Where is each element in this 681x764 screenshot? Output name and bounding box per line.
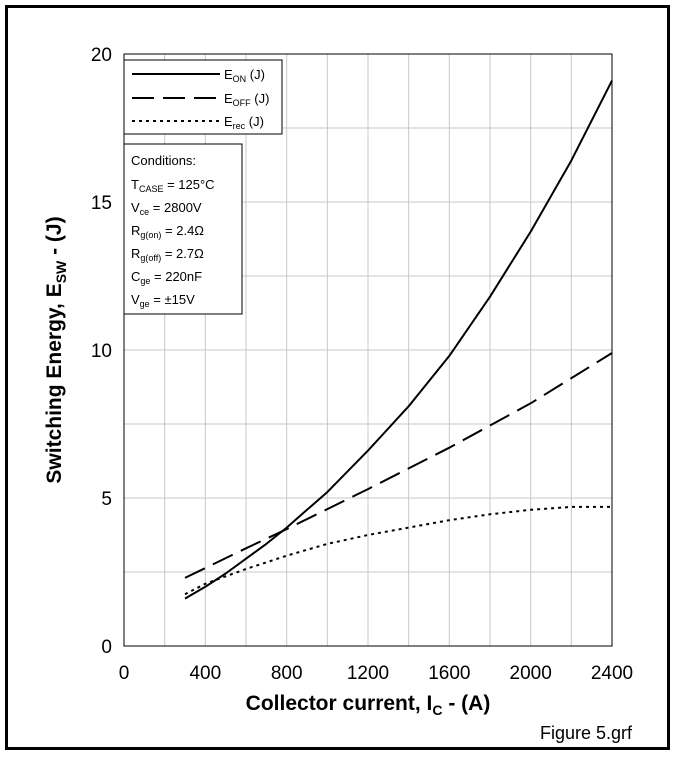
x-tick-label: 800 xyxy=(271,663,303,684)
x-tick-label: 2000 xyxy=(510,663,552,684)
condition-rgon: Rg(on) = 2.4Ω xyxy=(131,223,204,240)
x-axis-label: Collector current, IC - (A) xyxy=(246,692,491,718)
y-tick-label: 10 xyxy=(91,341,112,362)
series-line-eoff xyxy=(184,352,613,579)
series-line-eon xyxy=(184,80,613,600)
figure-caption: Figure 5.grf xyxy=(540,723,633,743)
legend-label-eoff: EOFF (J) xyxy=(224,91,269,108)
grid xyxy=(123,53,613,647)
condition-tcase: TCASE = 125°C xyxy=(131,177,215,194)
condition-cge: Cge = 220nF xyxy=(131,269,202,286)
y-tick-labels: 0 5 10 15 20 xyxy=(91,45,112,658)
condition-vge: Vge = ±15V xyxy=(131,292,195,309)
conditions-title: Conditions: xyxy=(131,153,196,168)
x-tick-labels: 0 400 800 1200 1600 2000 2400 xyxy=(119,663,633,684)
y-axis-label: Switching Energy, ESW - (J) xyxy=(43,216,69,483)
legend: EON (J) EOFF (J) Erec (J) xyxy=(123,59,283,135)
x-tick-label: 0 xyxy=(119,663,130,684)
y-tick-label: 5 xyxy=(101,489,112,510)
conditions-box: Conditions: TCASE = 125°C Vce = 2800V Rg… xyxy=(123,143,243,315)
series-layer xyxy=(184,80,613,600)
condition-vce: Vce = 2800V xyxy=(131,200,202,217)
x-tick-label: 1600 xyxy=(428,663,470,684)
y-tick-label: 20 xyxy=(91,45,112,66)
condition-rgoff: Rg(off) = 2.7Ω xyxy=(131,246,204,263)
conditions-frame xyxy=(123,143,243,315)
x-tick-label: 2400 xyxy=(591,663,633,684)
y-tick-label: 0 xyxy=(101,637,112,658)
legend-label-erec: Erec (J) xyxy=(224,114,264,131)
x-tick-label: 400 xyxy=(189,663,221,684)
figure-frame xyxy=(5,5,670,750)
legend-label-eon: EON (J) xyxy=(224,67,265,84)
y-tick-label: 15 xyxy=(91,193,112,214)
x-tick-label: 1200 xyxy=(347,663,389,684)
series-line-erec xyxy=(184,505,612,596)
plot-border xyxy=(123,53,613,647)
